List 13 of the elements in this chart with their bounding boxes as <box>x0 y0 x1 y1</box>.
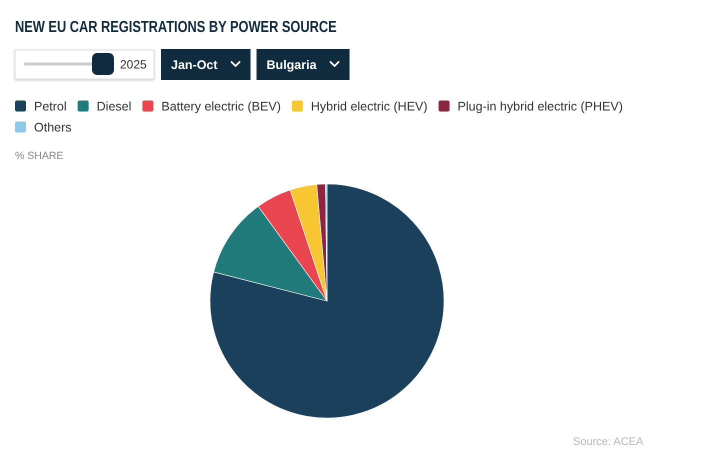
dropdown: Jan-Oct <box>161 49 251 80</box>
legend-label: Plug-in hybrid electric (PHEV) <box>458 100 623 114</box>
text: % SHARE <box>15 150 64 162</box>
legend-label: Hybrid electric (HEV) <box>310 100 428 114</box>
legend-label: Diesel <box>96 100 132 114</box>
dropdown: Bulgaria <box>256 49 350 80</box>
slider: 2025 <box>14 50 154 80</box>
source-note: Source: ACEA <box>573 436 644 448</box>
legend-label: Petrol <box>34 100 67 114</box>
pie-slice <box>210 184 444 418</box>
legend-label: Others <box>34 120 72 134</box>
legend-label: Battery electric (BEV) <box>161 100 281 114</box>
chart-title: NEW EU CAR REGISTRATIONS BY POWER SOURCE <box>15 18 337 36</box>
